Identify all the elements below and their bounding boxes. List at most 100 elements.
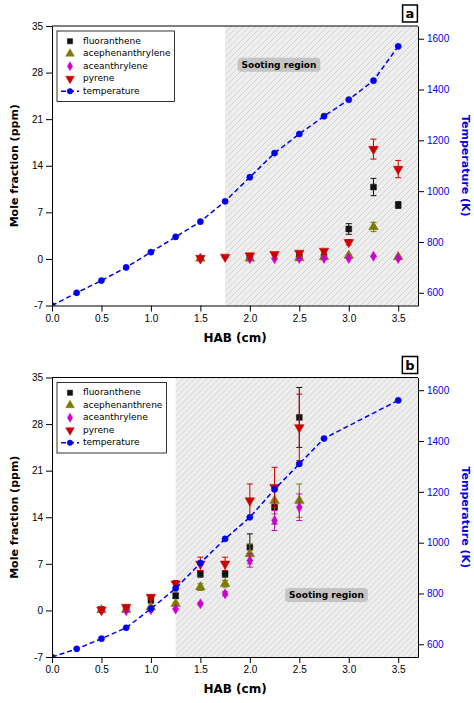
tick-mark	[418, 492, 424, 493]
y2-axis-title: Temperature (K)	[459, 466, 472, 568]
line	[52, 46, 398, 305]
tick-mark	[101, 657, 102, 663]
shaded-region	[225, 26, 418, 306]
marker	[148, 249, 154, 255]
legend-item: pyrene	[66, 73, 115, 83]
tick-mark	[52, 657, 53, 663]
marker	[220, 254, 230, 262]
tick-mark	[349, 657, 350, 663]
tick-label: 1400	[427, 436, 450, 447]
tick-label: 0.5	[95, 313, 109, 324]
marker	[271, 486, 277, 492]
tick-label: 21	[32, 114, 44, 125]
tick: 0.5	[95, 306, 109, 324]
tick: 7	[37, 559, 52, 570]
tick-label: 1600	[427, 385, 450, 396]
marker	[173, 234, 179, 240]
tick: 0.5	[95, 657, 109, 675]
legend-symbol	[67, 88, 73, 94]
tick: 14	[32, 160, 52, 171]
y2-axis: 6008001000120014001600	[418, 378, 450, 658]
tick-label: 1000	[427, 537, 450, 548]
tick: 1200	[418, 135, 450, 146]
legend-label: aceanthrylene	[83, 61, 148, 71]
series	[52, 43, 401, 305]
tick-label: 0.0	[46, 664, 60, 675]
legend: fluorantheneacephenanthreneaceanthrylene…	[57, 383, 166, 454]
annotation-text: Sooting region	[289, 590, 364, 600]
legend-symbol	[66, 49, 75, 56]
marker	[245, 253, 255, 261]
tick-mark	[46, 306, 52, 307]
x-axis-line	[53, 306, 419, 307]
marker	[222, 589, 228, 599]
tick-label: -7	[34, 652, 43, 663]
tick-mark	[46, 471, 52, 472]
marker	[245, 253, 255, 261]
legend-label: acephenanthrene	[83, 400, 163, 410]
error-bar	[296, 494, 302, 521]
legend-box	[57, 383, 166, 454]
panel-label: b	[402, 357, 417, 374]
tick: 1.0	[144, 657, 158, 675]
marker	[294, 250, 304, 258]
x-axis-title: HAB (cm)	[203, 331, 266, 345]
tick: 600	[418, 287, 444, 298]
marker	[319, 248, 329, 256]
marker	[98, 278, 104, 284]
marker	[371, 251, 377, 261]
tick-mark	[299, 657, 300, 663]
marker	[196, 582, 206, 590]
y-axis-title: Mole fraction (ppm)	[8, 456, 21, 579]
tick: 800	[418, 237, 444, 248]
tick-mark	[418, 191, 424, 192]
marker	[197, 599, 203, 609]
marker	[148, 605, 154, 615]
panel: 0.00.51.01.52.02.53.03.5-707142128356008…	[8, 5, 472, 345]
marker	[321, 435, 327, 441]
tick-mark	[418, 543, 424, 544]
tick: 28	[32, 67, 52, 78]
tick-label: 2.5	[293, 664, 307, 675]
marker	[97, 607, 107, 615]
legend-symbol	[66, 400, 75, 407]
annotation-box	[237, 58, 320, 72]
marker	[74, 646, 80, 652]
marker	[121, 604, 131, 612]
legend-box	[57, 31, 174, 102]
marker	[123, 264, 129, 270]
tick: 35	[32, 372, 52, 383]
error-bar	[222, 570, 228, 577]
marker	[296, 502, 302, 512]
tick-mark	[200, 306, 201, 312]
tick-label: 2.5	[293, 313, 307, 324]
tick-label: 3.5	[392, 664, 406, 675]
tick: 0	[37, 254, 52, 265]
y2-axis-line	[418, 378, 419, 658]
tick: 1.0	[144, 306, 158, 324]
tick-mark	[46, 166, 52, 167]
tick-mark	[418, 242, 424, 243]
legend-label: fluoranthene	[83, 36, 141, 46]
legend-item: fluoranthene	[67, 387, 141, 397]
plot-area	[52, 26, 418, 306]
tick-mark	[418, 293, 424, 294]
legend-label: temperature	[83, 86, 140, 96]
tick-label: 1400	[427, 84, 450, 95]
y-axis: -70714212835	[32, 21, 53, 312]
marker	[272, 515, 278, 525]
tick-mark	[349, 306, 350, 312]
tick-label: 7	[37, 207, 43, 218]
error-bar	[173, 593, 179, 598]
legend-label: pyrene	[83, 425, 115, 435]
title: b	[405, 358, 414, 373]
marker	[346, 253, 352, 263]
marker	[395, 43, 401, 49]
tick-mark	[46, 259, 52, 260]
series	[247, 178, 401, 260]
error-bar	[197, 570, 203, 577]
marker	[346, 226, 352, 232]
tick: -7	[34, 652, 52, 663]
error-bar	[272, 511, 278, 531]
tick-mark	[418, 441, 424, 442]
